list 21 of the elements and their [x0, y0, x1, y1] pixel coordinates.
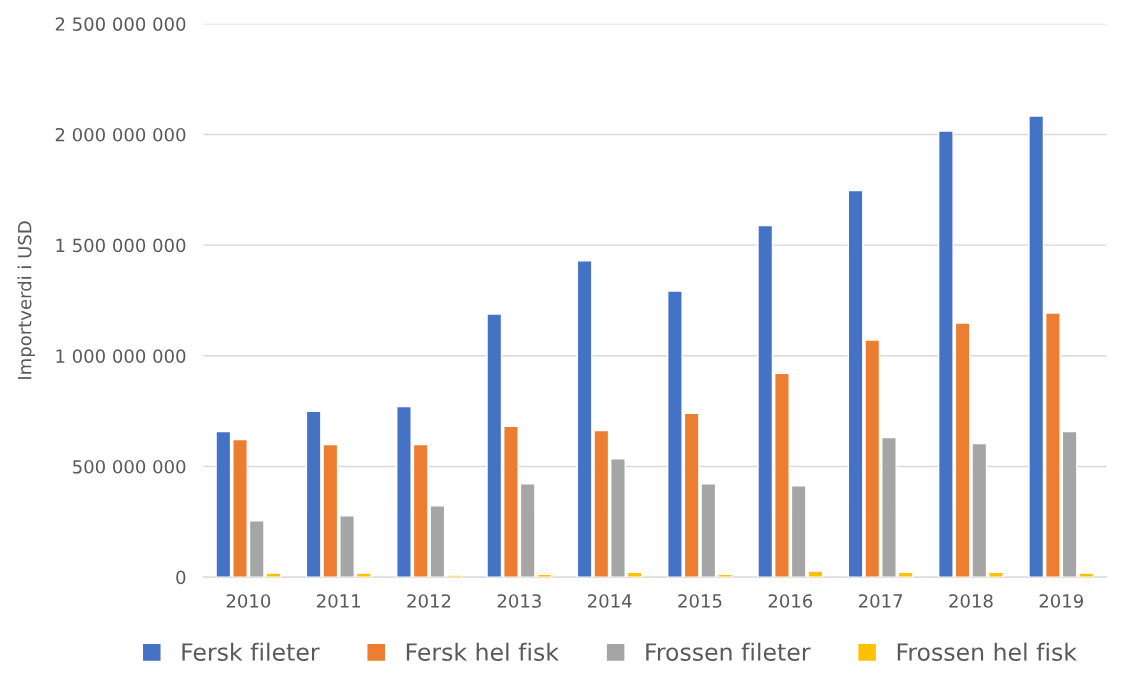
x-tick-label: 2019 — [1039, 594, 1083, 608]
x-tick-label: 2017 — [858, 594, 903, 608]
x-tick-label: 2014 — [588, 594, 632, 608]
x-tick-label: 2012 — [407, 594, 451, 608]
y-tick-label: 0 — [176, 570, 186, 585]
x-tick-label: 2015 — [678, 594, 722, 608]
legend-label: Frossen fileter — [646, 642, 811, 661]
y-tick-label: 2 500 000 000 — [55, 17, 186, 31]
x-tick-label: 2018 — [949, 594, 993, 608]
y-tick-label: 2 000 000 000 — [55, 127, 186, 142]
legend-label: Frossen hel fisk — [897, 642, 1077, 661]
x-tick-label: 2013 — [497, 594, 541, 608]
y-tick-label: 500 000 000 — [73, 459, 186, 474]
x-tick-label: 2016 — [768, 594, 813, 608]
x-tick-label: 2011 — [317, 594, 361, 608]
y-tick-label: 1 500 000 000 — [56, 238, 186, 253]
y-axis-title: Importverdi i USD — [17, 221, 36, 379]
y-tick-label: 1 000 000 000 — [56, 349, 186, 363]
legend-label: Fersk fileter — [182, 642, 320, 661]
x-tick-label: 2010 — [226, 594, 271, 608]
legend-label: Fersk hel fisk — [406, 642, 559, 661]
